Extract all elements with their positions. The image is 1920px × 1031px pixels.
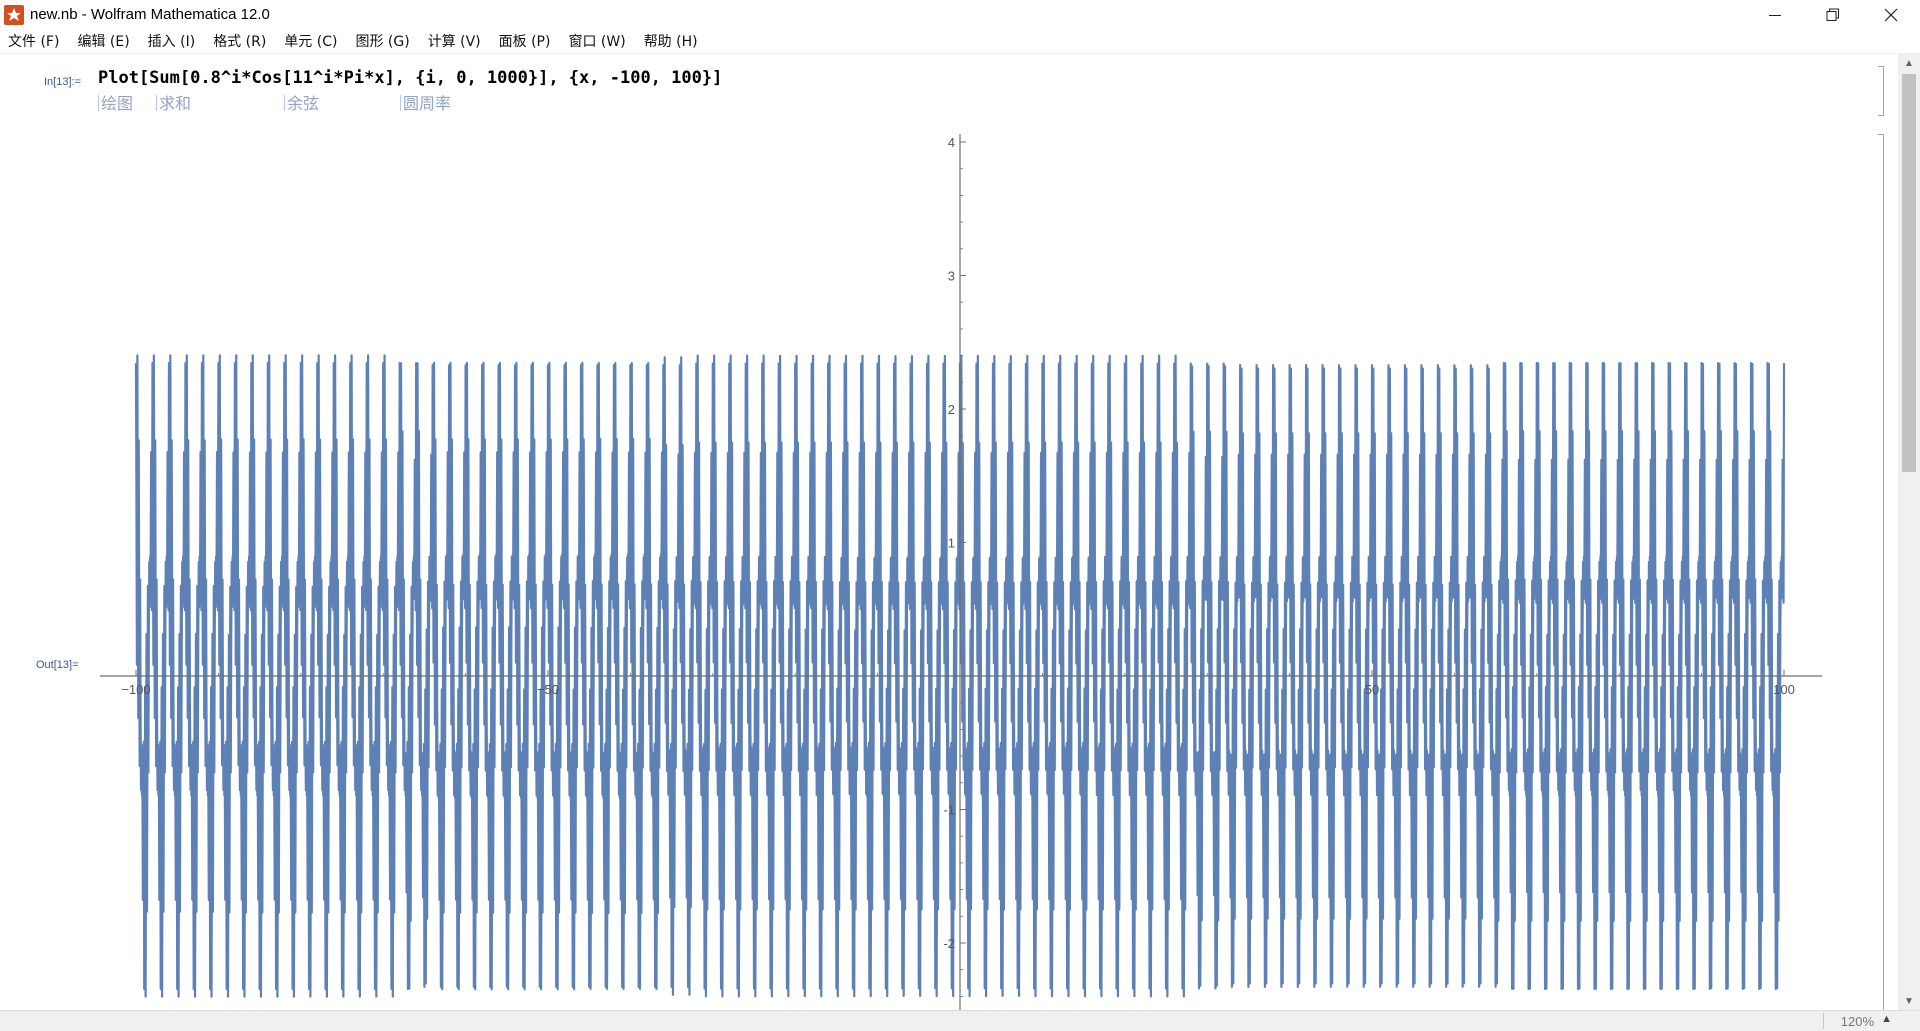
plot-graphic[interactable]: −100 −50 50 100 -2 -1 1 2 3 4 (0, 54, 1880, 1010)
y-tick-label: 1 (948, 536, 955, 551)
y-tick-label: -1 (943, 803, 955, 818)
minimize-button[interactable] (1746, 0, 1804, 29)
output-cell-bracket[interactable] (1878, 134, 1884, 1010)
y-tick-label: 2 (948, 402, 955, 417)
scroll-up-arrow-icon[interactable]: ▲ (1904, 57, 1914, 69)
y-tick-label: -2 (943, 936, 955, 951)
x-tick-label: −100 (121, 682, 150, 697)
scroll-down-arrow-icon[interactable]: ▼ (1904, 995, 1914, 1007)
status-divider (1823, 1013, 1824, 1029)
scrollbar-thumb[interactable] (1902, 74, 1916, 472)
menu-format[interactable]: 格式 (R) (213, 34, 267, 50)
input-cell[interactable]: Plot[Sum[0.8^i*Cos[11^i*Pi*x], {i, 0, 10… (98, 68, 723, 88)
mathematica-app-icon[interactable] (4, 4, 24, 25)
menu-palettes[interactable]: 面板 (P) (498, 34, 551, 50)
input-cell-label: In[13]:= (44, 76, 82, 88)
menu-graphics[interactable]: 图形 (G) (355, 34, 410, 50)
hint-cos: 余弦 (284, 90, 319, 114)
zoom-level[interactable]: 120% (1840, 1014, 1874, 1029)
plot-ticks: −100 −50 50 100 -2 -1 1 2 3 4 (121, 135, 1795, 997)
plot-axes (100, 134, 1822, 1010)
hint-plot: 绘图 (98, 90, 133, 114)
vertical-scrollbar[interactable]: ▲ ▼ (1898, 54, 1920, 1010)
output-cell-label: Out[13]= (36, 659, 79, 671)
minimize-icon (1769, 15, 1781, 16)
hint-pi: 圆周率 (400, 90, 451, 114)
menu-window[interactable]: 窗口 (W) (568, 34, 626, 50)
x-tick-label: −50 (537, 682, 559, 697)
y-tick-label: 3 (948, 269, 955, 284)
window-controls (1746, 0, 1920, 29)
menu-evaluation[interactable]: 计算 (V) (427, 34, 481, 50)
title-bar: new.nb - Wolfram Mathematica 12.0 (0, 0, 1920, 29)
status-bar: 120% ▲ (0, 1010, 1920, 1031)
x-tick-label: 50 (1365, 682, 1379, 697)
menu-cell[interactable]: 单元 (C) (284, 34, 338, 50)
window-title: new.nb - Wolfram Mathematica 12.0 (30, 6, 270, 23)
zoom-menu-arrow-icon[interactable]: ▲ (1881, 1013, 1892, 1025)
menu-help[interactable]: 帮助 (H) (643, 34, 698, 50)
restore-button[interactable] (1804, 0, 1862, 29)
y-tick-label: 4 (948, 135, 955, 150)
menu-bar: 文件 (F) 编辑 (E) 插入 (I) 格式 (R) 单元 (C) 图形 (G… (0, 29, 1920, 54)
notebook-area[interactable]: In[13]:= Plot[Sum[0.8^i*Cos[11^i*Pi*x], … (0, 54, 1898, 1010)
hint-sum: 求和 (156, 90, 191, 114)
menu-file[interactable]: 文件 (F) (8, 34, 60, 50)
cell-group-bracket[interactable] (1878, 66, 1884, 116)
restore-icon (1826, 8, 1839, 21)
close-button[interactable] (1862, 0, 1920, 29)
menu-insert[interactable]: 插入 (I) (147, 34, 196, 50)
x-tick-label: 100 (1773, 682, 1795, 697)
close-icon (1884, 8, 1898, 21)
menu-edit[interactable]: 编辑 (E) (77, 34, 130, 50)
